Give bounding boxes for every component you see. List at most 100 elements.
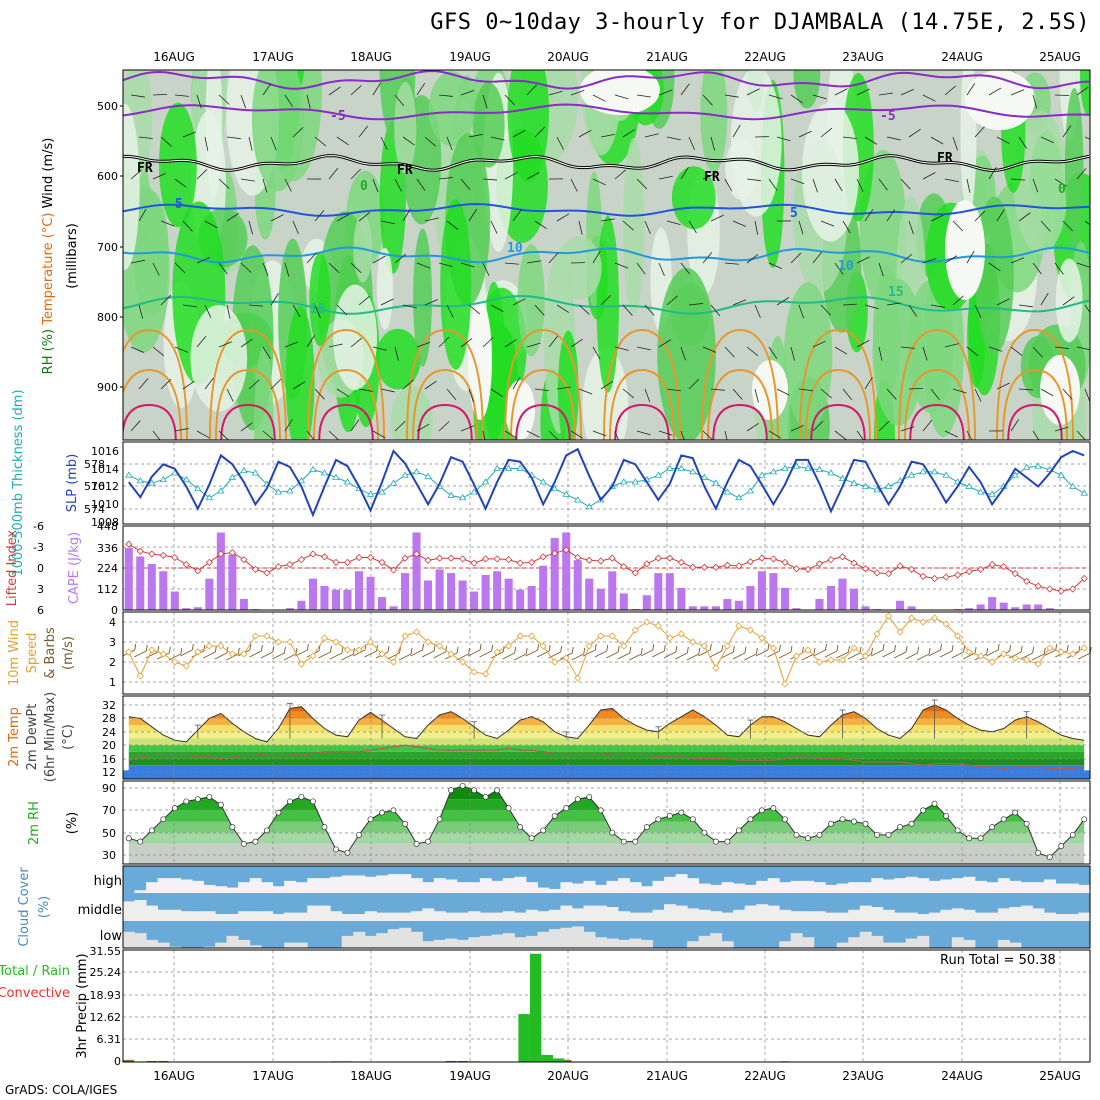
li-line-point bbox=[320, 553, 329, 561]
cloud-bar bbox=[560, 882, 573, 893]
wind-barb bbox=[204, 304, 212, 318]
isotherm-dome bbox=[712, 403, 768, 440]
wind-barb-10m bbox=[364, 650, 377, 658]
cloud-bar bbox=[848, 909, 861, 921]
li-line-point bbox=[585, 556, 593, 564]
wind-barb bbox=[864, 136, 878, 145]
li-line-point bbox=[608, 554, 616, 562]
wind-barb bbox=[534, 304, 545, 316]
wind-barb bbox=[350, 419, 360, 432]
wind-speed-line-point bbox=[125, 648, 133, 656]
wind-barb-flag bbox=[802, 646, 804, 654]
wind-barb bbox=[1010, 346, 1023, 356]
thickness-line-point bbox=[401, 471, 409, 478]
rh-patch bbox=[205, 70, 223, 197]
cape-bar bbox=[389, 606, 398, 610]
li-line-point bbox=[954, 571, 962, 579]
cape-bar bbox=[193, 607, 202, 610]
thickness-line-point bbox=[1034, 462, 1042, 469]
cloud-bar bbox=[192, 911, 205, 921]
li-line-point bbox=[528, 558, 536, 566]
wind-barb bbox=[856, 256, 870, 264]
wind-barb bbox=[306, 94, 311, 109]
wind-barb bbox=[424, 217, 439, 222]
wind-barb bbox=[240, 262, 252, 273]
wind-speed-line-point bbox=[631, 626, 639, 634]
thickness-line-point bbox=[666, 464, 674, 471]
cloud-bar bbox=[1043, 912, 1056, 921]
wind-barb bbox=[548, 252, 559, 264]
cloud-bar bbox=[882, 879, 895, 893]
rh-line-point bbox=[367, 816, 374, 823]
wind-barb bbox=[688, 136, 695, 151]
isotherm-label: 5 bbox=[175, 197, 183, 212]
li-line-point bbox=[436, 554, 444, 562]
cloud-bar bbox=[295, 912, 308, 921]
rh-patch bbox=[413, 228, 432, 367]
wind-barb bbox=[644, 304, 655, 316]
wind-barb bbox=[1062, 125, 1072, 138]
wind-barb bbox=[460, 90, 475, 96]
wind-barb bbox=[644, 220, 651, 235]
thickness-line-point bbox=[424, 472, 432, 479]
slp-tick: 1012 bbox=[91, 480, 119, 493]
li-line-point bbox=[401, 554, 409, 562]
wind-barb-flag bbox=[1043, 647, 1046, 655]
rh-patch bbox=[960, 70, 977, 216]
cape-tick: 336 bbox=[97, 542, 118, 555]
li-ylabel: Lifted Index bbox=[5, 529, 20, 606]
rh-line-point bbox=[160, 816, 167, 823]
rh-line-point bbox=[379, 809, 385, 816]
credit-text: GrADS: COLA/IGES bbox=[5, 1083, 118, 1097]
isotherm-label: 5 bbox=[790, 206, 798, 221]
wind-barb bbox=[226, 304, 231, 319]
isotherm-label: 10 bbox=[507, 241, 523, 256]
cape-bar bbox=[965, 608, 974, 610]
wind-barb bbox=[592, 250, 601, 264]
thickness-line-point bbox=[240, 466, 248, 474]
cloud-bar bbox=[548, 888, 561, 893]
cape-tick: 112 bbox=[97, 583, 118, 596]
cape-bar bbox=[412, 532, 421, 610]
cloud-bar bbox=[525, 882, 538, 893]
cloud-bar bbox=[157, 942, 170, 948]
wind-barb-10m bbox=[548, 651, 561, 659]
cape-bar bbox=[159, 571, 168, 610]
wind-barb-flag bbox=[963, 645, 966, 653]
wind-barb-flag bbox=[422, 643, 424, 651]
wind-barb bbox=[746, 422, 759, 432]
wind-barb-flag bbox=[652, 643, 655, 651]
cloud-bar bbox=[514, 876, 527, 893]
wind-barb bbox=[512, 209, 522, 222]
cape-bar bbox=[585, 578, 594, 610]
cloud-bar bbox=[180, 911, 193, 921]
wind-barb bbox=[380, 298, 394, 306]
wind-barb bbox=[160, 136, 172, 147]
li-line-point bbox=[412, 550, 421, 558]
cloud-bar bbox=[698, 935, 711, 948]
li-tick: -3 bbox=[33, 541, 44, 554]
wind-speed-line-point bbox=[838, 656, 847, 664]
wind-barb bbox=[768, 178, 778, 191]
wind-barb bbox=[504, 262, 519, 265]
cloud-bar bbox=[468, 937, 481, 948]
wind-barb bbox=[218, 430, 229, 440]
thickness-line-point bbox=[504, 464, 513, 471]
slp-tick: 1016 bbox=[91, 445, 119, 458]
li-line-point bbox=[746, 558, 754, 566]
wind-barb-flag bbox=[951, 644, 954, 652]
rh-line-point bbox=[954, 827, 961, 834]
wind-speed-line-point bbox=[654, 622, 662, 630]
wind-speed-line-point bbox=[1057, 648, 1065, 656]
rh-line-point bbox=[977, 835, 984, 842]
cloud-bar bbox=[618, 939, 631, 948]
rh-line-point bbox=[632, 838, 639, 845]
wind-barb bbox=[526, 430, 540, 438]
wind-barb-flag bbox=[813, 647, 816, 655]
wind-barb-flag bbox=[640, 647, 643, 655]
date-label-top: 24AUG bbox=[941, 50, 983, 64]
cloud-bar bbox=[997, 878, 1010, 893]
wind-barb bbox=[614, 262, 629, 269]
wind-barb bbox=[160, 294, 172, 306]
cape-bar bbox=[308, 578, 317, 610]
